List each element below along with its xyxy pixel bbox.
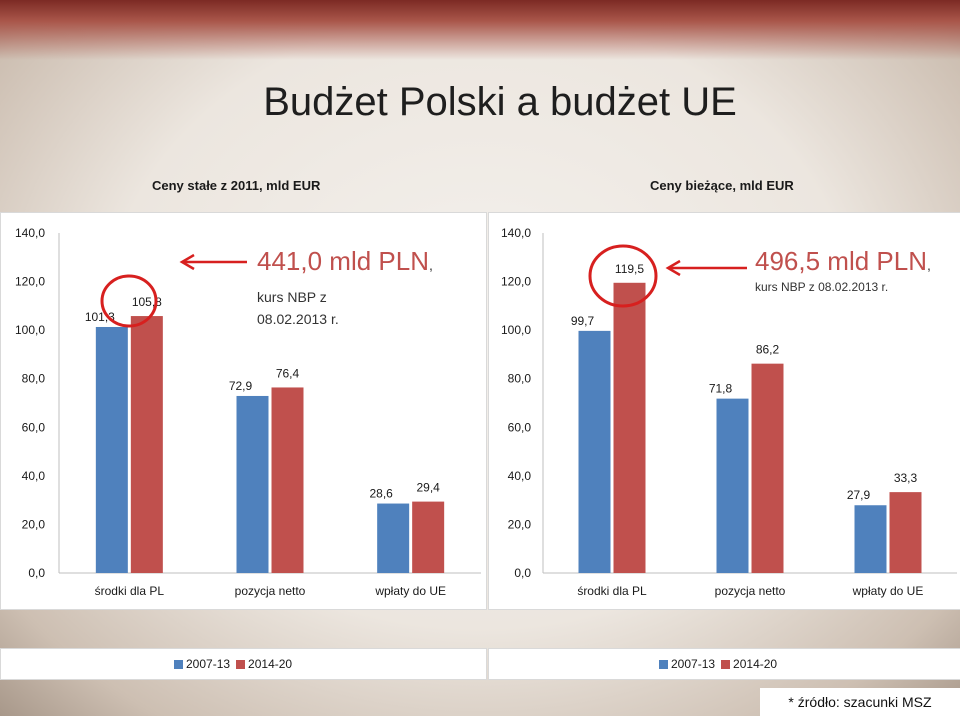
x-category-label: pozycja netto — [235, 584, 306, 598]
annotation-left-line2: 08.02.2013 r. — [257, 311, 339, 327]
chart-panel-left: 0,0 20,0 40,0 60,0 80,0 100,0 120,0 140,0 środki… — [0, 212, 487, 610]
data-label: 86,2 — [756, 343, 780, 357]
bar-2014-20 — [889, 492, 922, 573]
data-label: 28,6 — [369, 487, 393, 501]
bar-2007-13 — [236, 395, 269, 573]
source-note: * źródło: szacunki MSZ — [760, 688, 960, 716]
annotation-left: 441,0 mld PLN, kurs NBP z 08.02.2013 r. — [257, 247, 457, 327]
annotation-right-small: , — [926, 257, 931, 273]
y-tick-label: 60,0 — [22, 420, 46, 434]
data-label: 72,9 — [229, 379, 253, 393]
y-tick-label: 80,0 — [22, 372, 46, 386]
annotation-right-big: 496,5 mld PLN — [755, 246, 927, 276]
legend-swatch-red — [236, 659, 246, 669]
legend-item: 2007-13 — [659, 657, 715, 671]
legend-swatch-blue — [659, 659, 668, 669]
data-label: 33,3 — [894, 471, 918, 485]
data-label: 27,9 — [847, 488, 871, 502]
data-label: 71,8 — [709, 382, 733, 396]
x-category-label: pozycja netto — [715, 584, 786, 598]
annotation-left-small: , kurs NBP z — [257, 257, 433, 305]
data-label: 105,8 — [132, 295, 162, 309]
legend-label: 2007-13 — [186, 657, 231, 671]
legend-swatch-red — [721, 659, 731, 669]
bar-2014-20 — [751, 363, 784, 573]
bar-2014-20 — [271, 387, 304, 573]
legend-item: 2014-20 — [721, 657, 777, 671]
y-tick-label: 80,0 — [508, 372, 532, 386]
bar-chart-right: 0,0 20,0 40,0 60,0 80,0 100,0 120,0 140,0 środki… — [501, 226, 957, 598]
legend-item: 2007-13 — [174, 657, 230, 671]
y-tick-label: 40,0 — [22, 469, 46, 483]
x-category-label: środki dla PL — [95, 584, 165, 598]
annotation-left-big: 441,0 mld PLN — [257, 246, 429, 276]
x-category-label: środki dla PL — [577, 584, 647, 598]
annotation-right-line2: kurs NBP z 08.02.2013 r. — [755, 280, 889, 294]
data-label: 29,4 — [416, 481, 440, 495]
bar-2007-13 — [716, 398, 749, 573]
legend-right: 2007-13 2014-20 — [488, 648, 960, 680]
legend-swatch-blue — [174, 659, 183, 669]
bar-2007-13 — [95, 326, 128, 573]
bar-2014-20 — [412, 501, 445, 573]
data-label: 76,4 — [276, 366, 300, 380]
y-tick-label: 120,0 — [15, 275, 45, 289]
annotation-right: 496,5 mld PLN, kurs NBP z 08.02.2013 r. — [755, 247, 960, 295]
chart-title-right: Ceny bieżące, mld EUR — [650, 178, 794, 193]
y-tick-label: 140,0 — [15, 226, 45, 240]
legend-label: 2007-13 — [671, 657, 716, 671]
y-tick-label: 100,0 — [15, 323, 45, 337]
y-tick-label: 20,0 — [22, 517, 46, 531]
y-tick-label: 40,0 — [508, 469, 532, 483]
bar-2014-20 — [130, 316, 163, 573]
legend-item: 2014-20 — [236, 657, 292, 671]
chart-panel-right: 0,0 20,0 40,0 60,0 80,0 100,0 120,0 140,0 środki… — [488, 212, 960, 610]
y-tick-label: 20,0 — [508, 517, 532, 531]
bar-2007-13 — [377, 503, 410, 573]
legend-left: 2007-13 2014-20 — [0, 648, 487, 680]
slide-title: Budżet Polski a budżet UE — [263, 80, 737, 124]
x-category-label: wpłaty do UE — [374, 584, 446, 598]
bar-2007-13 — [854, 505, 887, 573]
legend-label: 2014-20 — [248, 657, 293, 671]
y-tick-label: 0,0 — [514, 566, 531, 580]
bar-2007-13 — [578, 330, 611, 573]
chart-title-left: Ceny stałe z 2011, mld EUR — [152, 178, 321, 193]
data-label: 119,5 — [615, 262, 644, 276]
y-tick-label: 120,0 — [501, 275, 531, 289]
legend-label: 2014-20 — [733, 657, 778, 671]
y-tick-label: 60,0 — [508, 420, 532, 434]
bar-chart-left: 0,0 20,0 40,0 60,0 80,0 100,0 120,0 140,0 środki… — [15, 226, 481, 598]
y-tick-label: 100,0 — [501, 323, 531, 337]
data-label: 101,3 — [85, 310, 115, 324]
y-tick-label: 140,0 — [501, 226, 531, 240]
y-tick-label: 0,0 — [28, 566, 45, 580]
x-category-label: wpłaty do UE — [852, 584, 924, 598]
data-label: 99,7 — [571, 314, 595, 328]
bar-2014-20 — [613, 282, 646, 573]
header-band — [0, 0, 960, 60]
